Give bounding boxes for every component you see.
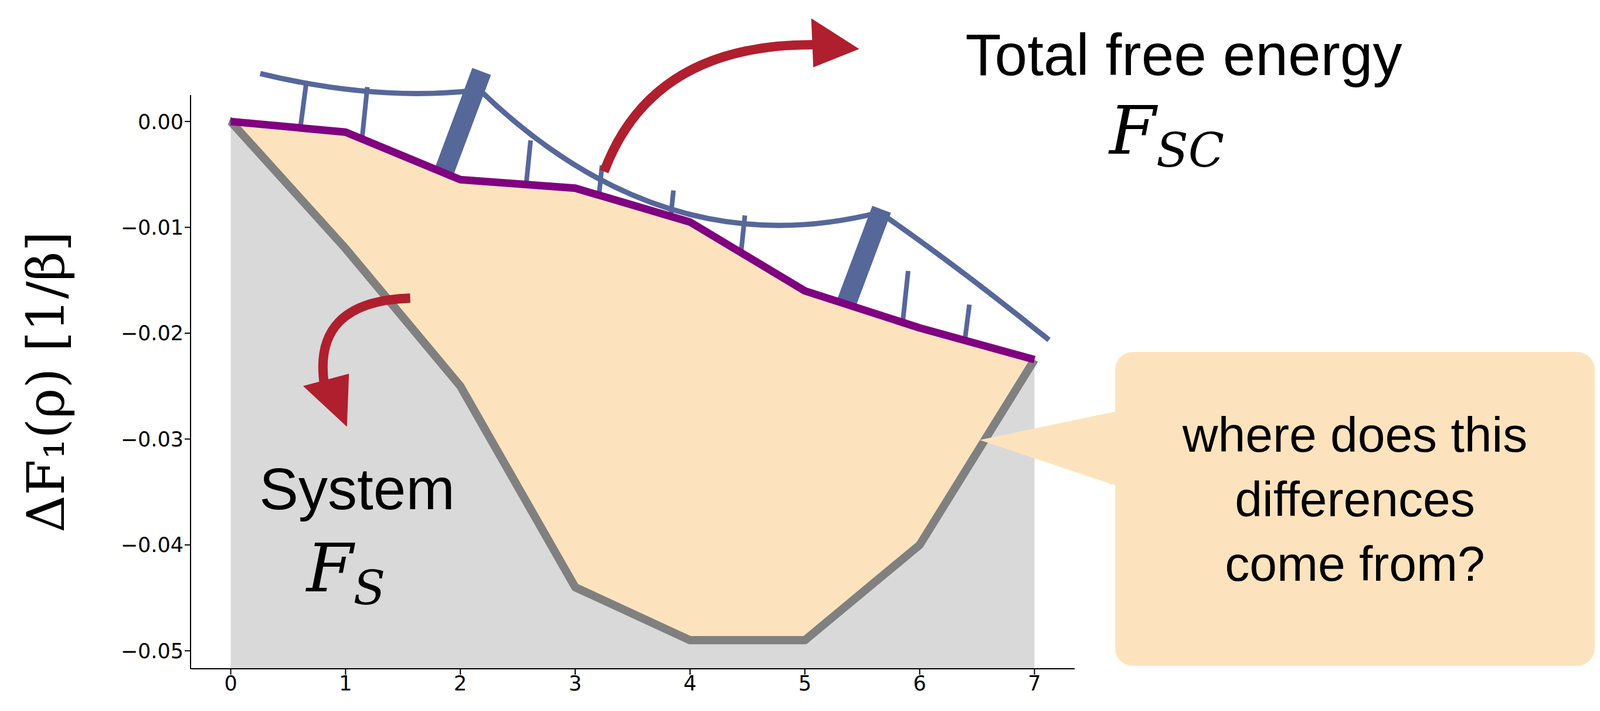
svg-text:ΔF₁(ρ) [1/β]: ΔF₁(ρ) [1/β]	[15, 231, 77, 532]
svg-text:System: System	[259, 455, 455, 522]
svg-text:5: 5	[798, 671, 812, 695]
svg-text:0.00: 0.00	[137, 110, 184, 134]
svg-text:−0.05: −0.05	[120, 639, 184, 663]
svg-text:3: 3	[568, 671, 582, 695]
svg-text:Total free energy: Total free energy	[965, 21, 1403, 88]
svg-text:7: 7	[1027, 671, 1041, 695]
svg-text:FSC: FSC	[1108, 90, 1225, 178]
svg-text:6: 6	[912, 671, 926, 695]
svg-text:−0.01: −0.01	[120, 215, 184, 240]
svg-text:FS: FS	[305, 528, 386, 616]
svg-text:where does this: where does this	[1181, 406, 1528, 463]
svg-text:−0.03: −0.03	[120, 427, 184, 451]
svg-text:−0.04: −0.04	[120, 532, 184, 557]
svg-text:4: 4	[683, 671, 697, 695]
svg-text:−0.02: −0.02	[120, 321, 184, 345]
svg-text:2: 2	[453, 671, 467, 695]
svg-text:come from?: come from?	[1224, 535, 1485, 591]
svg-text:0: 0	[223, 671, 237, 695]
svg-text:1: 1	[338, 671, 352, 695]
svg-text:differences: differences	[1234, 471, 1475, 527]
